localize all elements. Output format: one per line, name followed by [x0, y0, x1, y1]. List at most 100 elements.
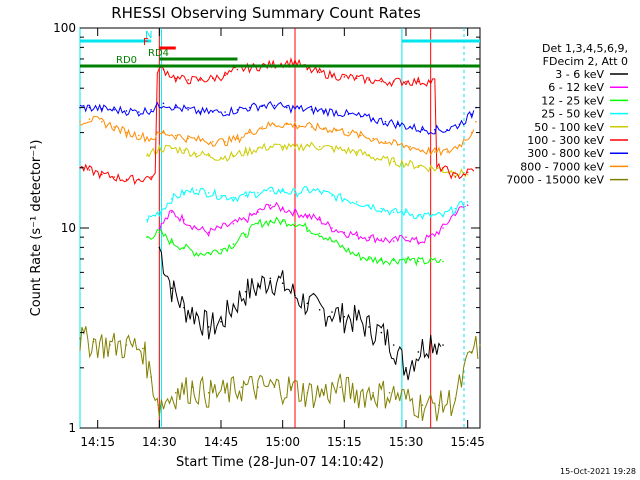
series-6-point-24: [372, 118, 374, 120]
series-4-point-11: [281, 145, 284, 148]
series-4-point-15: [331, 147, 333, 150]
series-2-point-5: [207, 252, 210, 254]
series-4-point-22: [417, 164, 420, 167]
series-7-point-21: [335, 128, 337, 131]
series-3-point-9: [257, 191, 259, 194]
series-1-point-15: [343, 231, 346, 234]
series-6-point-32: [470, 113, 473, 116]
series-line-6: [79, 101, 475, 135]
series-1-point-23: [442, 227, 444, 229]
series-5-point-11: [211, 77, 214, 80]
series-8-point-0: [79, 337, 81, 340]
series-6-point-15: [261, 104, 263, 107]
series-8-point-19: [372, 391, 374, 394]
series-8-point-15: [306, 391, 309, 394]
x-tick-label-5: 15:30: [389, 435, 424, 449]
series-3-point-1: [158, 211, 161, 213]
series-6: [79, 101, 477, 135]
series-7-point-14: [248, 131, 251, 134]
series-3-point-18: [368, 204, 370, 207]
series-8-point-1: [92, 340, 95, 343]
series-8-point-10: [224, 391, 226, 394]
series-5-point-20: [368, 79, 370, 81]
series-5-point-25: [429, 80, 432, 83]
series-5-point-12: [224, 74, 226, 77]
series-5-point-13: [236, 68, 239, 71]
series-line-2: [146, 216, 442, 267]
series-8-point-7: [174, 391, 177, 394]
series-0-point-15: [343, 315, 346, 318]
series-1: [158, 201, 469, 245]
series-4-point-2: [170, 147, 173, 150]
series-8-point-22: [421, 404, 424, 407]
series-1-point-19: [392, 240, 395, 242]
series-2-point-21: [405, 258, 407, 260]
series-3-point-23: [429, 215, 432, 217]
series-5-point-22: [392, 80, 395, 83]
series-6-point-27: [409, 126, 411, 128]
series-3-point-11: [281, 190, 284, 192]
series-6-point-25: [384, 120, 387, 123]
series-4-point-21: [405, 162, 407, 165]
series-4-point-9: [257, 147, 259, 150]
series-line-4: [146, 141, 467, 178]
series-3-point-17: [355, 201, 358, 203]
series-0-point-10: [281, 282, 284, 284]
series-6-point-17: [285, 106, 288, 109]
series-0-point-3: [195, 313, 198, 316]
series-4-point-3: [183, 149, 185, 151]
flag-layer: NF RD0 RD4: [80, 30, 480, 68]
legend-entry-8: 7000 - 15000 keV: [506, 174, 604, 187]
series-2-point-3: [183, 246, 185, 249]
series-3-point-16: [343, 197, 346, 200]
timestamp-label: 15-Oct-2021 19:28: [560, 467, 636, 476]
series-3-point-6: [220, 194, 222, 197]
legend-entry-3: 25 - 50 keV: [541, 108, 604, 121]
series-0-point-13: [318, 308, 321, 311]
legend-header-0: Det 1,3,4,5,6,9,: [542, 42, 628, 55]
series-2-point-12: [294, 222, 296, 224]
series-7-point-23: [359, 134, 362, 137]
series-4: [146, 141, 469, 178]
series-7-point-0: [79, 120, 81, 123]
series-4-point-10: [269, 145, 272, 148]
series-2-point-23: [429, 260, 432, 263]
series-6-point-12: [224, 111, 226, 113]
series-6-point-23: [359, 115, 362, 118]
series-4-point-24: [442, 169, 444, 171]
flag-label-2: RD0: [116, 55, 137, 66]
legend-entry-4: 50 - 100 keV: [534, 121, 604, 134]
x-tick-label-4: 15:15: [327, 435, 362, 449]
series-8-point-4: [142, 347, 144, 350]
series-3-point-21: [405, 211, 407, 213]
series-4-point-12: [294, 147, 296, 150]
y-tick-label-1: 10: [61, 221, 76, 235]
series-7-point-4: [125, 131, 128, 134]
series-0-point-14: [331, 311, 333, 313]
series-3-point-2: [170, 197, 173, 200]
series-1-point-25: [466, 204, 469, 207]
series-7-point-24: [372, 137, 374, 140]
series-8-point-26: [479, 344, 481, 346]
x-axis-label: Start Time (28-Jun-07 14:10:42): [176, 455, 384, 470]
series-6-point-18: [298, 107, 300, 110]
series-7-point-28: [421, 149, 424, 151]
series-5-point-1: [88, 169, 91, 171]
series-5-point-28: [466, 171, 469, 174]
flag-label-3: RD4: [148, 48, 169, 59]
series-7-point-33: [475, 120, 477, 123]
y-tick-label-0: 1: [68, 421, 76, 435]
series-1-point-2: [183, 218, 185, 221]
series-4-point-18: [368, 154, 370, 157]
series-3-point-20: [392, 211, 395, 213]
series-0-point-23: [442, 344, 444, 346]
series-7-point-27: [409, 145, 411, 148]
series-5-point-5: [137, 178, 140, 181]
series-5-point-27: [454, 176, 457, 178]
series-6-point-16: [273, 104, 276, 107]
x-tick-label-0: 14:15: [80, 435, 115, 449]
series-0-point-21: [417, 351, 420, 353]
series-3-point-0: [146, 218, 148, 221]
series-0-point-6: [232, 304, 235, 307]
series-5-point-10: [199, 79, 202, 81]
